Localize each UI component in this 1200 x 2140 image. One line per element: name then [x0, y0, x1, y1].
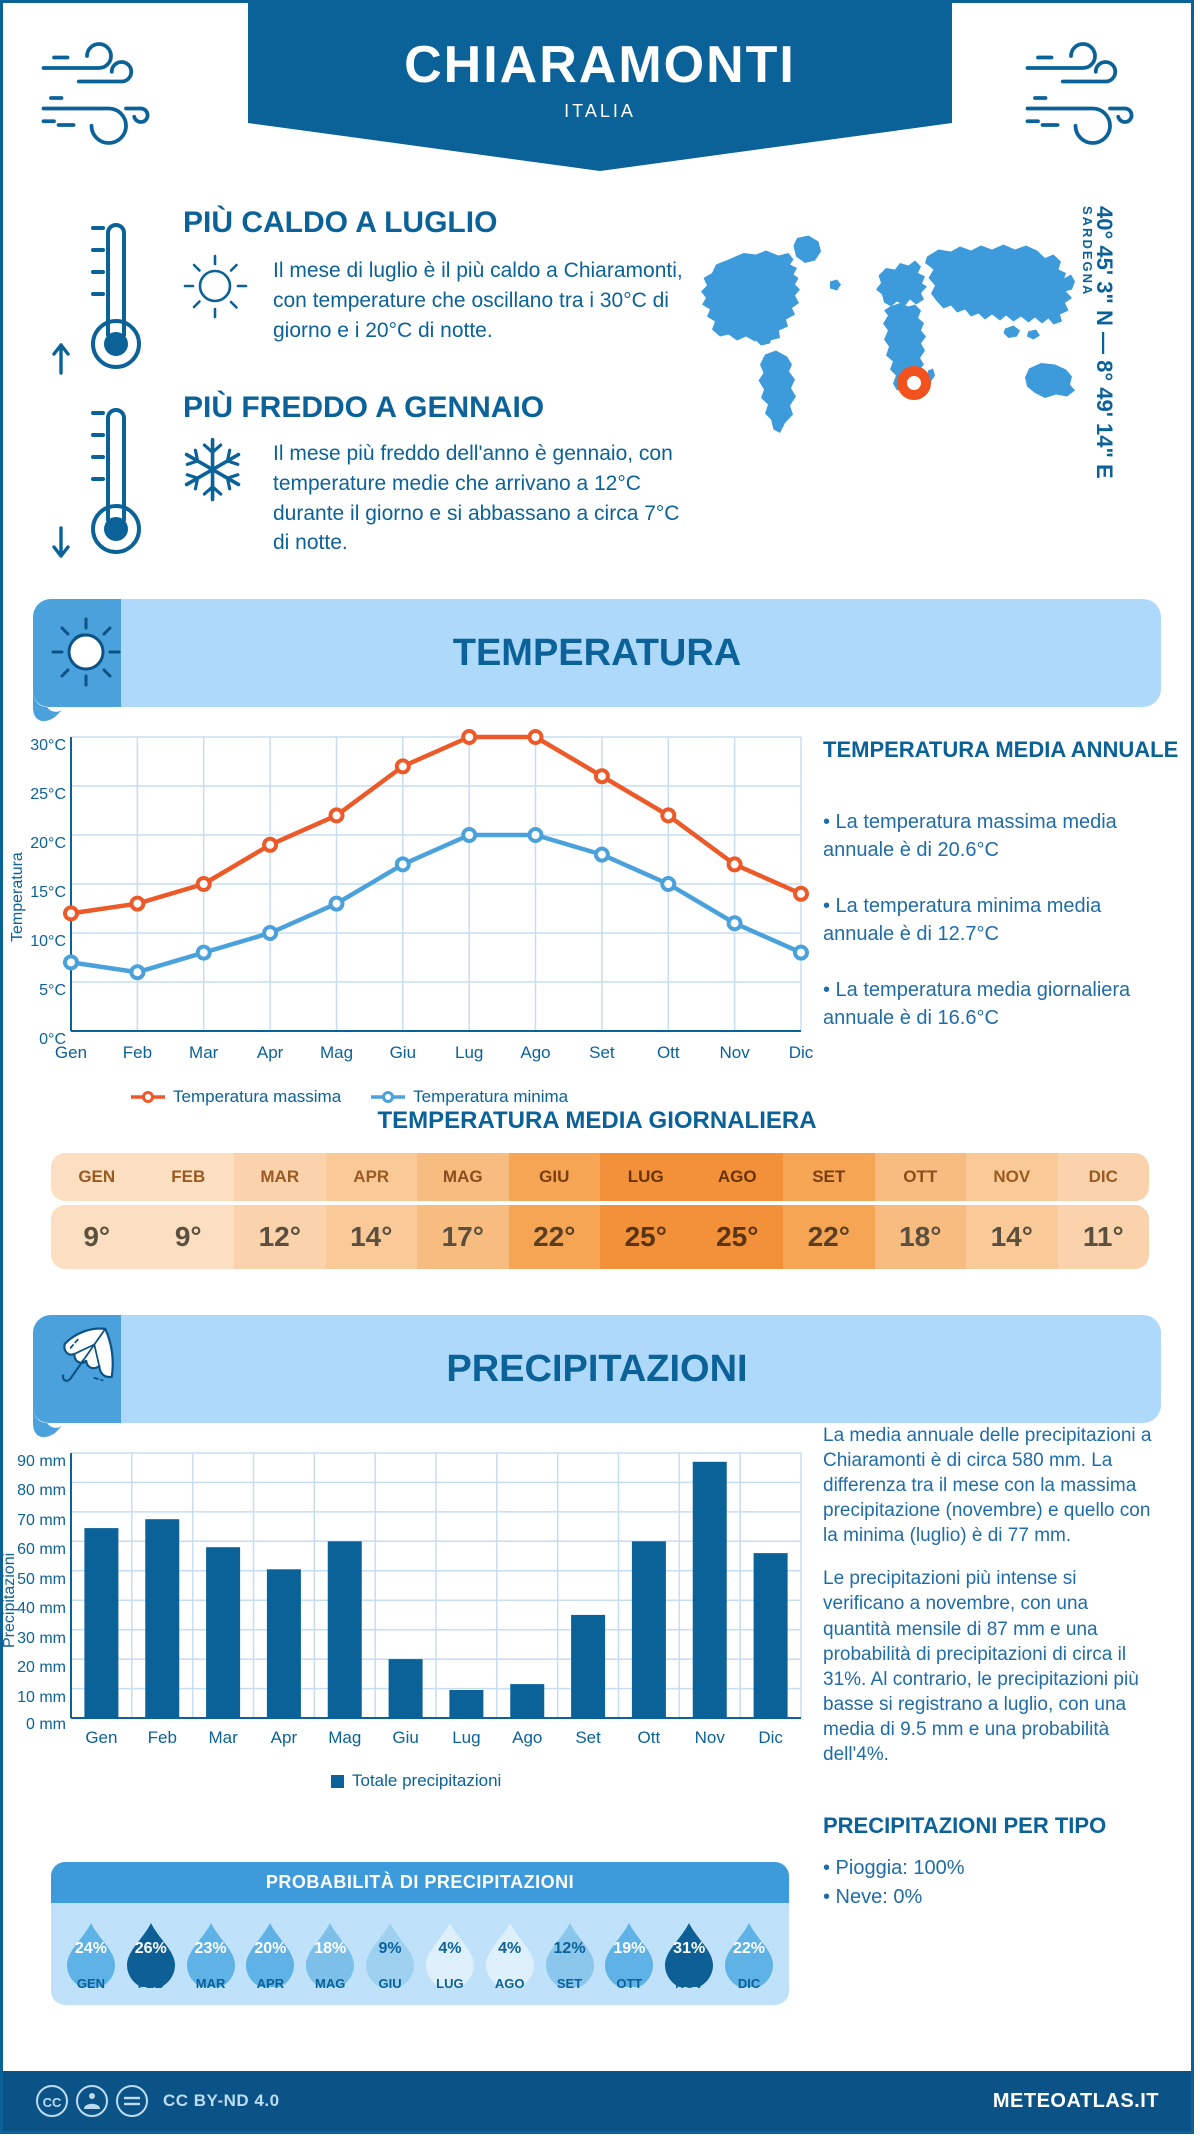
svg-text:CC: CC — [43, 2095, 62, 2110]
